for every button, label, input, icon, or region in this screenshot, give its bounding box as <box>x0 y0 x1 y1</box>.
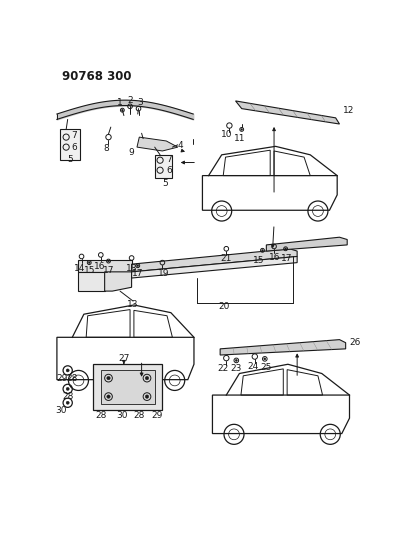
Text: 90768 300: 90768 300 <box>62 70 131 83</box>
Text: 30: 30 <box>56 406 67 415</box>
Text: 28: 28 <box>62 392 73 401</box>
Polygon shape <box>132 256 297 278</box>
Text: 4: 4 <box>177 141 183 150</box>
Text: 25: 25 <box>260 363 271 372</box>
Circle shape <box>285 248 287 249</box>
Text: 14: 14 <box>74 263 86 272</box>
Text: 11: 11 <box>234 134 246 143</box>
Circle shape <box>107 395 110 398</box>
Polygon shape <box>78 260 132 272</box>
Polygon shape <box>236 101 339 124</box>
Text: 21: 21 <box>220 254 232 263</box>
Polygon shape <box>132 249 297 272</box>
Text: 27: 27 <box>118 353 130 362</box>
Circle shape <box>107 260 109 262</box>
Circle shape <box>66 401 69 405</box>
Text: 20: 20 <box>219 302 230 311</box>
Text: 28: 28 <box>134 410 145 419</box>
Text: 16: 16 <box>269 254 281 262</box>
Text: 30: 30 <box>116 410 127 419</box>
Polygon shape <box>155 155 172 178</box>
Text: 23: 23 <box>230 365 242 374</box>
Text: 29: 29 <box>151 410 163 419</box>
Circle shape <box>107 376 110 380</box>
Polygon shape <box>101 370 155 405</box>
Circle shape <box>88 262 90 263</box>
Text: 17: 17 <box>103 266 114 275</box>
Polygon shape <box>105 272 132 291</box>
Text: 7: 7 <box>72 131 77 140</box>
Text: 13: 13 <box>127 301 139 310</box>
Text: 15: 15 <box>84 266 95 275</box>
Text: 28: 28 <box>95 410 107 419</box>
Circle shape <box>66 387 69 391</box>
Circle shape <box>235 359 237 361</box>
Text: 18: 18 <box>126 263 137 272</box>
Polygon shape <box>93 364 162 410</box>
Text: 1: 1 <box>117 98 123 107</box>
Text: 15: 15 <box>253 256 264 265</box>
Text: 2: 2 <box>127 95 133 104</box>
Text: 29: 29 <box>57 374 68 383</box>
Text: 6: 6 <box>72 143 77 151</box>
Text: 9: 9 <box>129 148 135 157</box>
Text: 19: 19 <box>158 269 170 278</box>
Text: 6: 6 <box>166 166 172 175</box>
Circle shape <box>121 109 123 111</box>
Text: 5: 5 <box>67 155 73 164</box>
Circle shape <box>137 265 139 266</box>
Circle shape <box>241 128 242 130</box>
Polygon shape <box>137 137 178 151</box>
Text: 3: 3 <box>137 98 143 107</box>
Text: 26: 26 <box>349 338 361 347</box>
Text: 5: 5 <box>162 179 168 188</box>
Circle shape <box>261 249 263 251</box>
Text: 17: 17 <box>132 269 144 278</box>
Text: 12: 12 <box>343 106 355 115</box>
Text: 16: 16 <box>94 262 106 271</box>
Text: 7: 7 <box>166 155 172 164</box>
Polygon shape <box>60 130 80 160</box>
Circle shape <box>66 369 69 372</box>
Text: 28: 28 <box>66 374 78 383</box>
Text: 22: 22 <box>218 364 229 373</box>
Text: 10: 10 <box>220 130 232 139</box>
Circle shape <box>264 358 266 360</box>
Polygon shape <box>266 237 347 251</box>
Polygon shape <box>78 272 105 291</box>
Text: 24: 24 <box>247 362 258 371</box>
Text: 8: 8 <box>103 144 109 153</box>
Text: 17: 17 <box>281 254 292 263</box>
Circle shape <box>145 395 149 398</box>
Polygon shape <box>220 340 345 355</box>
Circle shape <box>145 376 149 380</box>
